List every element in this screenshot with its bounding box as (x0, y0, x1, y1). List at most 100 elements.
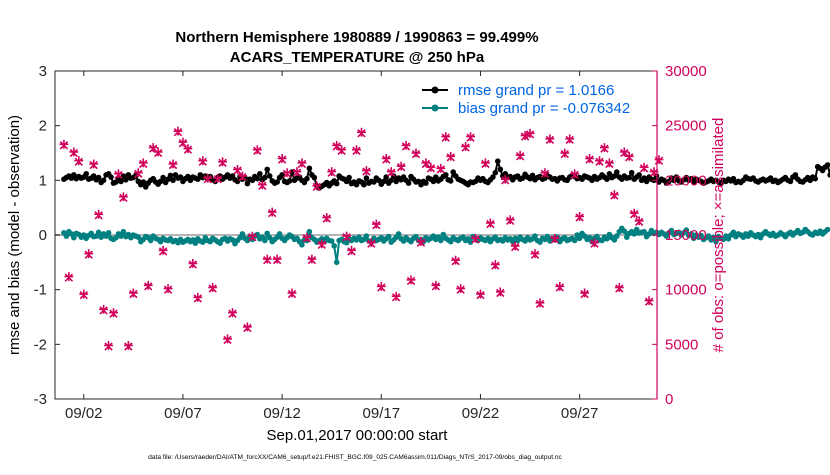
legend-entry-rmse: rmse grand pr = 1.0166 (422, 82, 614, 99)
obs_assimilated-marker (233, 166, 242, 175)
obs_assimilated-marker (268, 208, 277, 218)
obs_assimilated-marker (540, 169, 550, 178)
obs_assimilated-marker (411, 149, 421, 159)
obs_assimilated-marker (560, 149, 569, 159)
rmse-point (824, 162, 830, 168)
rmse-point (490, 174, 496, 180)
x-tick-label: 09/12 (263, 405, 301, 422)
obs_assimilated-marker (476, 290, 485, 300)
obs_assimilated-marker (451, 257, 460, 266)
obs_assimilated-marker (168, 160, 178, 170)
rmse-point (628, 169, 635, 176)
rmse-point (123, 177, 129, 183)
obs_assimilated-marker (302, 234, 312, 243)
obs_assimilated-marker (644, 297, 654, 306)
obs_assimilated-marker (119, 193, 128, 202)
obs_assimilated-marker (634, 217, 644, 227)
obs_assimilated-marker (139, 159, 148, 169)
obs_assimilated-marker (297, 159, 307, 169)
obs_assimilated-marker (565, 135, 574, 145)
legend-label: bias grand pr = -0.076342 (458, 100, 630, 117)
bias-point (710, 234, 717, 240)
bias-point (331, 243, 338, 249)
rmse-point (430, 178, 437, 185)
rmse-point (614, 169, 620, 175)
rmse-point (529, 172, 536, 179)
bias-point (299, 242, 305, 248)
bias-point (571, 237, 578, 244)
obs_assimilated-marker (64, 273, 74, 282)
bias-point (544, 233, 551, 240)
bias-point (95, 229, 102, 236)
bias-series (61, 225, 830, 266)
rmse-point (423, 180, 429, 186)
bias-point (328, 238, 335, 244)
obs_assimilated-marker (312, 182, 321, 192)
y-axis-left-label: rmse and bias (model - observation) (6, 115, 23, 355)
bias-point (713, 238, 719, 245)
obs_assimilated-marker (89, 160, 98, 170)
obs_assimilated-marker (124, 342, 133, 351)
rmse-point (286, 178, 293, 184)
obs_assimilated-marker (630, 210, 639, 219)
bias-point (641, 228, 647, 235)
rmse-point (792, 172, 799, 178)
rmse-point (495, 158, 501, 164)
bias-point (71, 234, 77, 241)
obs_assimilated-marker (238, 172, 247, 182)
obs_assimilated-marker (496, 288, 505, 298)
obs_assimilated-marker (590, 239, 599, 248)
legend-entry-bias: bias grand pr = -0.076342 (422, 100, 630, 117)
bias-point (395, 231, 402, 237)
legend-label: rmse grand pr = 1.0166 (458, 82, 614, 99)
bias-point (532, 233, 538, 239)
y-left-tick-label: 3 (39, 63, 47, 80)
obs_assimilated-marker (461, 143, 470, 152)
y-left-tick-label: 0 (39, 227, 47, 244)
bias-point (576, 235, 583, 242)
obs_assimilated-marker (401, 142, 411, 151)
obs_assimilated-marker (114, 170, 123, 180)
rmse-point (443, 172, 449, 178)
obs_assimilated-marker (406, 276, 416, 286)
rmse-point (108, 174, 114, 180)
y-left-tick-label: 1 (39, 172, 47, 189)
obs_assimilated-marker (396, 163, 406, 172)
obs_assimilated-marker (144, 282, 153, 291)
rmse-point (626, 174, 632, 181)
rmse-point (160, 174, 166, 181)
y-axis-right-label: # of obs: o=possible; ×=assimilated (710, 118, 727, 353)
obs_assimilated-marker (362, 167, 371, 176)
rmse-point (266, 173, 273, 179)
rmse-point (118, 178, 124, 185)
obs_assimilated-marker (183, 145, 193, 154)
obs_assimilated-marker (501, 176, 510, 185)
obs_assimilated-marker (99, 306, 108, 315)
legend-swatch-marker (431, 104, 439, 112)
obs_assimilated-marker (471, 235, 480, 244)
obs_assimilated-marker (188, 260, 198, 269)
obs_assimilated-marker (79, 290, 88, 300)
obs_assimilated-marker (367, 239, 376, 248)
rmse-point (95, 174, 102, 181)
obs_assimilated-marker (253, 146, 262, 155)
obs_assimilated-marker (639, 164, 649, 173)
obs_assimilated-marker (173, 128, 183, 137)
obs_assimilated-marker (520, 132, 530, 141)
obs_assimilated-marker (337, 146, 346, 155)
obs_assimilated-marker (198, 157, 207, 166)
rmse-point (636, 172, 642, 178)
obs_assimilated-marker (436, 165, 445, 174)
x-tick-label: 09/02 (65, 405, 103, 422)
rmse-point (333, 180, 340, 187)
y-right-tick-label: 15000 (665, 227, 707, 244)
obs_assimilated-marker (605, 159, 614, 169)
x-tick-label: 09/27 (561, 405, 599, 422)
obs_assimilated-marker (392, 293, 401, 302)
rmse-point (304, 175, 310, 182)
obs_assimilated-marker (223, 335, 232, 345)
obs_assimilated-marker (129, 289, 138, 299)
x-axis-label: Sep.01,2017 00:00:00 start (267, 427, 449, 444)
